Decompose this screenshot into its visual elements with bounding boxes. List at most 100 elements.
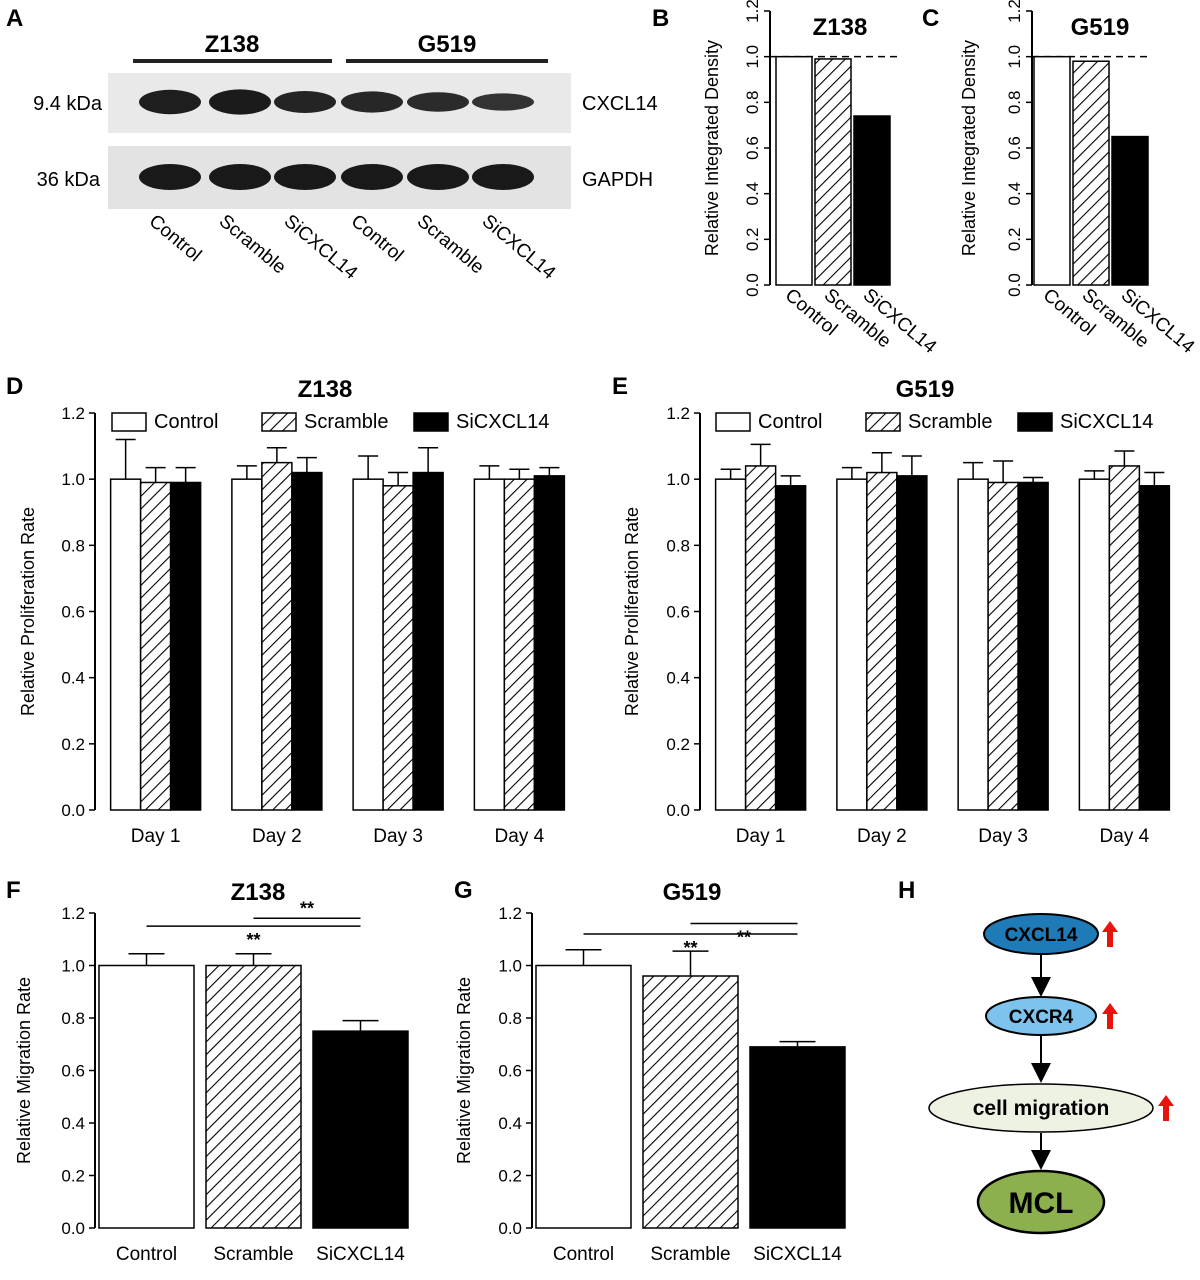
chart-f-bar-scramble: [205, 964, 302, 1229]
chart-d-y-tick-label: 0.4: [61, 669, 85, 688]
chart-d-legend-label-scramble: Scramble: [304, 411, 388, 433]
chart-f-y-axis-label: Relative Migration Rate: [14, 977, 34, 1164]
chart-g-y-axis-label: Relative Migration Rate: [454, 977, 474, 1164]
chart-g-significance-label: **: [683, 938, 697, 958]
blot-lane-label-3: SiCXCL14: [280, 211, 362, 284]
chart-c-bar-sicxcl14: [1111, 135, 1149, 286]
chart-d-category-label: Day 4: [495, 826, 545, 847]
chart-f: 0.0 0.2 0.4 0.6 0.8 1.0 1.2 Relative Migration …: [14, 879, 409, 1265]
chart-e-legend-label-control: Control: [758, 411, 822, 433]
chart-c-bar-scramble: [1072, 60, 1110, 286]
chart-d-title: Z138: [298, 376, 353, 403]
chart-d-y-tick-label: 0.6: [61, 603, 85, 622]
chart-d-bar-sicxcl14: [291, 471, 323, 811]
chart-d-bar-scramble: [382, 485, 414, 811]
chart-f-y-tick-label: 0.0: [61, 1219, 85, 1238]
chart-f-bar-control: [98, 964, 195, 1229]
chart-e-bar-sicxcl14: [1017, 481, 1049, 811]
up-arrow-icon: [1102, 1003, 1118, 1029]
chart-d-legend-label-control: Control: [154, 411, 218, 433]
chart-e-bar-scramble: [866, 471, 898, 811]
up-arrow-icon: [1158, 1095, 1174, 1121]
chart-e-category-label: Day 2: [857, 826, 907, 847]
chart-f-significance-label: **: [246, 930, 260, 950]
chart-b-y-tick-label: 1.2: [743, 0, 762, 23]
chart-d-bar-control: [352, 478, 384, 811]
chart-f-significance-label: **: [300, 898, 314, 918]
chart-f-category-label: Scramble: [213, 1244, 293, 1265]
chart-d-bar-scramble: [139, 481, 172, 811]
chart-f-y-tick-label: 0.8: [61, 1009, 85, 1028]
chart-d-legend-label-sicxcl14: SiCXCL14: [456, 411, 549, 433]
blot-band-cxcl14-3: [274, 91, 336, 113]
chart-b-y-tick-label: 0.0: [743, 273, 762, 297]
chart-c-y-tick-label: 0.4: [1005, 182, 1024, 206]
chart-f-y-tick-label: 0.6: [61, 1062, 85, 1081]
chart-e-y-tick-label: 1.0: [666, 470, 690, 489]
chart-d: 0.0 0.2 0.4 0.6 0.8 1.0 1.2 Relative Proliferat…: [18, 376, 566, 847]
chart-d-bar-control: [473, 478, 506, 811]
chart-e-y-tick-label: 1.2: [666, 404, 690, 423]
blot-protein-label-cxcl14: CXCL14: [582, 93, 658, 115]
chart-g-y-tick-label: 0.6: [498, 1062, 522, 1081]
chart-e-bar-sicxcl14: [896, 475, 928, 811]
chart-e-bar-scramble: [744, 465, 777, 811]
chart-e-bar-sicxcl14: [1138, 485, 1171, 811]
chart-f-y-tick-label: 1.2: [61, 904, 85, 923]
chart-e-y-tick-label: 0.4: [666, 669, 690, 688]
chart-g-title: G519: [663, 879, 722, 906]
chart-b-y-axis-label: Relative Integrated Density: [702, 40, 722, 256]
chart-c-title: G519: [1071, 14, 1130, 41]
panel-letter-f: F: [6, 877, 21, 904]
blot-size-label-cxcl14: 9.4 kDa: [33, 93, 103, 115]
chart-d-legend-swatch-control: [111, 412, 147, 432]
chart-b-y-tick-label: 1.0: [743, 45, 762, 69]
chart-g-y-tick-label: 1.0: [498, 957, 522, 976]
node-cxcl14: [983, 913, 1099, 955]
chart-e-bar-control: [836, 478, 868, 811]
chart-e-y-tick-label: 0.0: [666, 801, 690, 820]
blot-band-gapdh-1: [139, 164, 201, 190]
chart-f-y-tick-label: 1.0: [61, 957, 85, 976]
chart-c-y-tick-label: 1.2: [1005, 0, 1024, 23]
chart-b-bar-sicxcl14: [853, 115, 891, 286]
blot-band-gapdh-5: [407, 164, 469, 190]
chart-e-bar-scramble: [1108, 465, 1141, 811]
chart-c-y-axis-label: Relative Integrated Density: [959, 40, 979, 256]
chart-d-bar-sicxcl14: [533, 475, 566, 811]
blot-group-label-z138: Z138: [205, 31, 260, 58]
chart-e-bar-sicxcl14: [774, 485, 807, 811]
chart-f-category-label: SiCXCL14: [316, 1244, 405, 1265]
chart-e-y-axis-label: Relative Proliferation Rate: [622, 507, 642, 716]
blot-lane-label-1: Control: [145, 211, 205, 266]
chart-e-y-tick-label: 0.8: [666, 536, 690, 555]
node-cell-migration: [928, 1083, 1154, 1133]
node-cxcl14-label: CXCL14: [1005, 925, 1078, 946]
chart-d-y-tick-label: 0.8: [61, 536, 85, 555]
chart-b: 0.0 0.2 0.4 0.6 0.8 1.0 1.2 Relative Integrated…: [702, 0, 941, 358]
chart-b-y-tick-label: 0.4: [743, 182, 762, 206]
chart-d-y-tick-label: 0.2: [61, 735, 85, 754]
chart-g-y-tick-label: 0.2: [498, 1167, 522, 1186]
chart-b-bar-scramble: [814, 58, 852, 286]
chart-b-title: Z138: [813, 14, 868, 41]
chart-g-category-label: Scramble: [650, 1244, 730, 1265]
panel-letter-e: E: [612, 373, 628, 400]
node-cxcr4-label: CXCR4: [1009, 1007, 1074, 1028]
chart-g-category-label: SiCXCL14: [753, 1244, 842, 1265]
node-mcl-label: MCL: [1009, 1187, 1074, 1220]
panel-letter-c: C: [922, 5, 939, 32]
chart-d-y-axis-label: Relative Proliferation Rate: [18, 507, 38, 716]
chart-c-y-tick-label: 0.2: [1005, 228, 1024, 252]
chart-g-significance-label: **: [737, 928, 751, 948]
chart-e-bar-control: [1078, 478, 1111, 811]
chart-c-y-tick-label: 0.0: [1005, 273, 1024, 297]
chart-c-bar-control: [1033, 55, 1071, 286]
panel-letter-b: B: [652, 5, 669, 32]
chart-d-bar-control: [231, 478, 263, 811]
chart-g-y-tick-label: 0.4: [498, 1114, 522, 1133]
chart-e-legend-swatch-sicxcl14: [1017, 412, 1053, 432]
chart-e-bar-scramble: [987, 481, 1019, 811]
blot-band-gapdh-4: [341, 164, 403, 190]
chart-b-y-tick-label: 0.6: [743, 136, 762, 160]
